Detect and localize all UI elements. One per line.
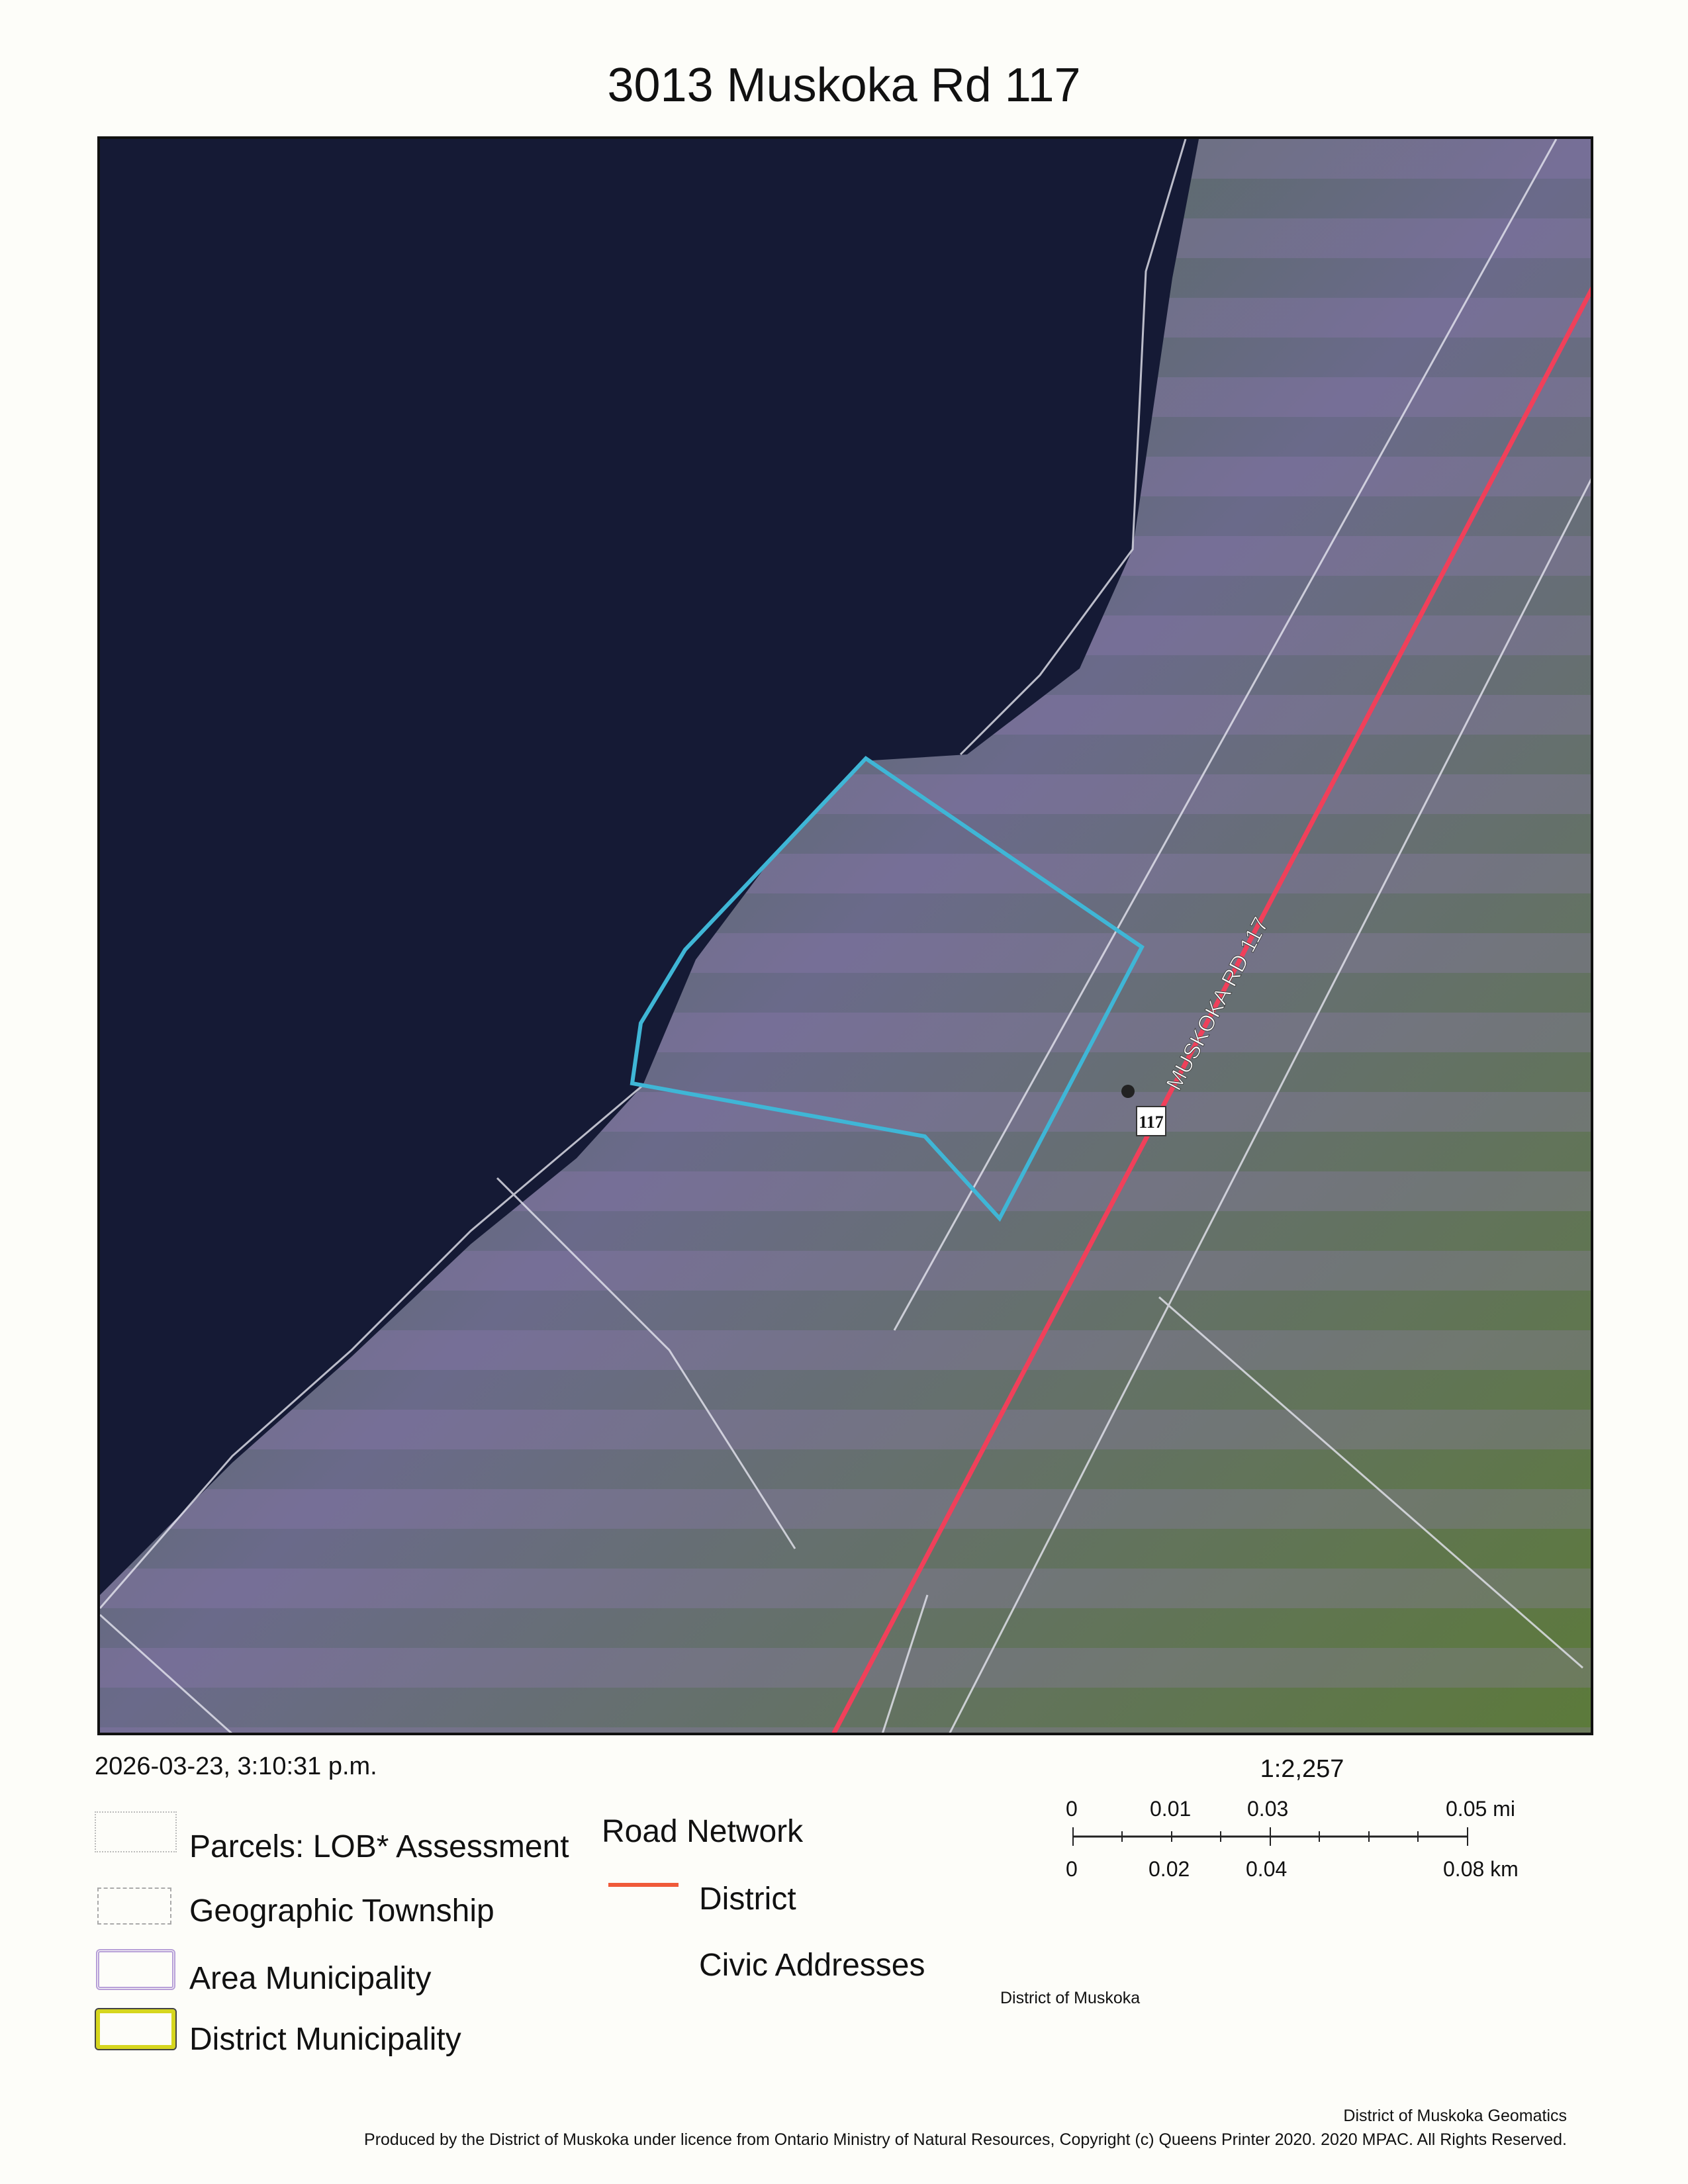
scale-km-2: 0.04 [1246,1857,1288,1881]
aerial-map[interactable]: MUSKOKA RD 117 117 [97,136,1593,1735]
township-dashed-icon [97,1888,171,1925]
parcel-lines [100,139,1591,1733]
scale-ratio: 1:2,257 [1260,1755,1344,1783]
legend-area-municipality: Area Municipality [189,1961,432,1996]
footer-district: District of Muskoka [1000,1989,1141,2007]
scale-mi-3: 0.05 mi [1446,1797,1515,1821]
scale-mi-0: 0 [1066,1797,1078,1821]
map-canvas: MUSKOKA RD 117 117 [100,139,1591,1733]
route-shield-icon [1136,1106,1166,1136]
scale-km-3: 0.08 km [1443,1857,1519,1881]
water-lake [100,139,1199,1595]
subject-parcel-outline [630,756,1145,1222]
civic-address-point [1121,1085,1135,1098]
scale-km-1: 0.02 [1149,1857,1190,1881]
scale-mi-1: 0.01 [1150,1797,1192,1821]
legend-road-district: District [699,1882,796,1917]
legend-civic-addresses: Civic Addresses [699,1948,925,1983]
map-title: 3013 Muskoka Rd 117 [607,59,1081,112]
legend-township: Geographic Township [189,1893,494,1929]
road-district [831,286,1591,1733]
timestamp: 2026-03-23, 3:10:31 p.m. [95,1752,377,1780]
parcel-outline-icon [95,1811,177,1852]
route-shield-number: 117 [1139,1113,1164,1132]
footer-geomatics: District of Muskoka Geomatics [1343,2107,1567,2125]
area-municipality-icon [96,1949,175,1990]
legend-road-network-title: Road Network [602,1814,804,1849]
scale-bar [1072,1827,1468,1846]
district-municipality-icon [95,2008,177,2050]
scale-km-0: 0 [1066,1857,1078,1881]
legend-district-municipality: District Municipality [189,2022,461,2057]
legend-parcels: Parcels: LOB* Assessment [189,1829,569,1864]
road-district-line-icon [608,1883,679,1887]
footer-credit: Produced by the District of Muskoka unde… [364,2130,1567,2149]
scale-mi-2: 0.03 [1247,1797,1289,1821]
